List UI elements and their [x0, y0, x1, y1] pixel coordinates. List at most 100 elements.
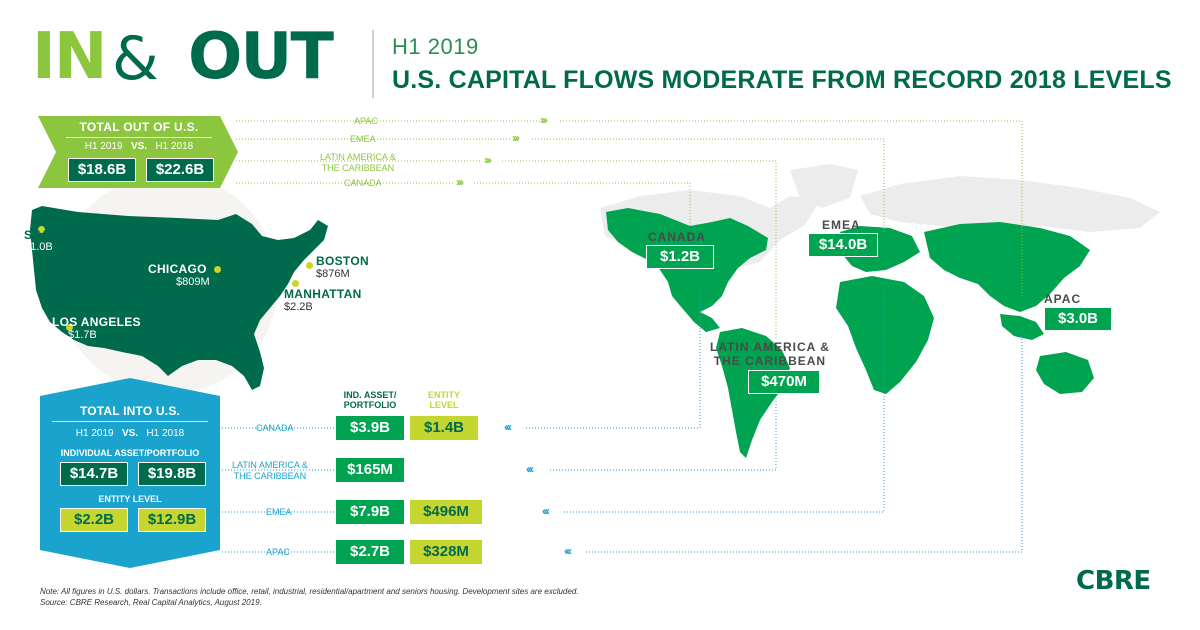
- total-out-value-prior: $22.6B: [146, 158, 214, 182]
- total-out-divider: [66, 137, 212, 138]
- region-name-latam-line2: THE CARIBBEAN: [713, 354, 827, 368]
- inflow-latam-asset: $165M: [336, 458, 404, 482]
- region-value-emea: $14.0B: [808, 233, 878, 257]
- total-in-vs: VS.: [121, 428, 139, 439]
- city-name-boston: BOSTON: [316, 254, 369, 268]
- region-name-apac: APAC: [1044, 292, 1082, 306]
- city-value-los-angeles: $1.7B: [68, 329, 97, 341]
- column-header-entity-line1: ENTITY: [427, 390, 460, 400]
- footnote: Note: All figures in U.S. dollars. Trans…: [40, 587, 579, 596]
- outflow-label-emea: EMEA: [350, 134, 376, 144]
- us-map: [30, 206, 328, 390]
- boston-dot: [306, 262, 313, 269]
- total-in-year-prior: H1 2018: [146, 428, 185, 439]
- seattle-dot: [38, 226, 45, 233]
- total-in-individual-label: INDIVIDUAL ASSET/PORTFOLIO: [60, 448, 200, 458]
- city-value-chicago: $809M: [176, 276, 210, 288]
- inflow-emea-asset: $7.9B: [336, 500, 404, 524]
- total-in-entity-prior: $12.9B: [138, 508, 206, 532]
- outbound-flow-lines: [236, 120, 1023, 338]
- logo-out-text: OUT: [188, 20, 334, 94]
- outflow-label-latam-line1: LATIN AMERICA &: [320, 152, 396, 162]
- inflow-canada-entity: $1.4B: [410, 416, 478, 440]
- total-in-year-current: H1 2019: [75, 428, 114, 439]
- region-name-canada: CANADA: [648, 230, 706, 244]
- chicago-dot: [214, 266, 221, 273]
- inbound-flow-lines: [222, 286, 1023, 553]
- inflow-label-latam: LATIN AMERICA & THE CARIBBEAN: [232, 460, 308, 482]
- inflow-chevron-emea: ‹‹‹: [542, 504, 550, 518]
- region-value-canada: $1.2B: [646, 245, 714, 269]
- inflow-apac-entity: $328M: [410, 540, 482, 564]
- column-header-entity: ENTITY LEVEL: [410, 390, 478, 410]
- column-header-entity-line2: LEVEL: [429, 400, 459, 410]
- page-title: U.S. CAPITAL FLOWS MODERATE FROM RECORD …: [392, 66, 1172, 94]
- region-name-latam: LATIN AMERICA & THE CARIBBEAN: [710, 340, 830, 368]
- total-out-year-prior: H1 2018: [155, 141, 194, 152]
- column-header-asset-line1: IND. ASSET/: [343, 390, 397, 400]
- total-in-years: H1 2019 VS. H1 2018: [40, 428, 220, 439]
- total-in-entity-current: $2.2B: [60, 508, 128, 532]
- logo-in-text: IN: [32, 20, 107, 94]
- manhattan-dot: [292, 280, 299, 287]
- inbound-line-emea: [222, 290, 885, 513]
- city-name-chicago: CHICAGO: [148, 262, 207, 276]
- inflow-label-latam-line2: THE CARIBBEAN: [233, 471, 307, 481]
- inbound-line-apac: [222, 330, 1023, 553]
- total-out-year-current: H1 2019: [84, 141, 123, 152]
- inflow-chevron-canada: ‹‹‹: [504, 420, 512, 434]
- region-value-latam: $470M: [748, 370, 820, 394]
- region-name-latam-line1: LATIN AMERICA &: [710, 340, 830, 354]
- outflow-chevron-canada: ›››: [456, 175, 464, 189]
- grey-eurasia-north: [860, 176, 1160, 232]
- outbound-line-latam: [236, 160, 777, 338]
- total-out-value-current: $18.6B: [68, 158, 136, 182]
- city-value-manhattan: $2.2B: [284, 301, 313, 313]
- outflow-chevron-emea: ›››: [512, 131, 520, 145]
- los-angeles-dot: [66, 324, 73, 331]
- inflow-label-apac: APAC: [266, 547, 290, 557]
- outbound-line-apac: [236, 120, 1023, 298]
- asia-shape: [924, 222, 1090, 312]
- column-header-asset-line2: PORTFOLIO: [343, 400, 397, 410]
- total-out-title: TOTAL OUT OF U.S.: [79, 120, 199, 134]
- inflow-canada-asset: $3.9B: [336, 416, 404, 440]
- period-label: H1 2019: [392, 34, 479, 59]
- inbound-line-canada: [222, 286, 701, 429]
- australia-shape: [1036, 352, 1094, 394]
- north-america-shape: [606, 208, 768, 332]
- total-in-individual-current: $14.7B: [60, 462, 128, 486]
- inflow-emea-entity: $496M: [410, 500, 482, 524]
- source-note: Source: CBRE Research, Real Capital Anal…: [40, 598, 262, 607]
- inflow-apac-asset: $2.7B: [336, 540, 404, 564]
- city-name-manhattan: MANHATTAN: [284, 287, 362, 301]
- city-name-seattle: SEATTLE: [24, 228, 80, 242]
- total-in-divider: [52, 421, 208, 422]
- outflow-label-latam-line2: THE CARIBBEAN: [321, 163, 395, 173]
- inflow-label-latam-line1: LATIN AMERICA &: [232, 460, 308, 470]
- outflow-label-canada: CANADA: [344, 178, 382, 188]
- africa-shape: [836, 276, 934, 394]
- region-value-apac: $3.0B: [1044, 307, 1112, 331]
- total-in-individual-prior: $19.8B: [138, 462, 206, 486]
- outflow-chevron-apac: ›››: [540, 113, 548, 127]
- outbound-line-emea: [236, 138, 885, 232]
- inflow-chevron-apac: ‹‹‹: [564, 544, 572, 558]
- inflow-chevron-latam: ‹‹‹: [526, 462, 534, 476]
- total-in-title: TOTAL INTO U.S.: [79, 404, 181, 418]
- city-value-seattle: $1.0B: [24, 241, 53, 253]
- city-value-boston: $876M: [316, 268, 350, 280]
- region-name-emea: EMEA: [822, 218, 861, 232]
- brand-logo: CBRE: [1076, 566, 1151, 596]
- outflow-label-latam: LATIN AMERICA & THE CARIBBEAN: [320, 152, 396, 174]
- grey-greenland: [790, 164, 858, 208]
- column-header-asset: IND. ASSET/ PORTFOLIO: [336, 390, 404, 410]
- total-out-panel: TOTAL OUT OF U.S. H1 2019 VS. H1 2018 $1…: [58, 116, 220, 188]
- inbound-line-latam: [222, 400, 777, 471]
- inflow-label-canada: CANADA: [256, 423, 294, 433]
- outflow-label-apac: APAC: [354, 116, 378, 126]
- outflow-chevron-latam: ›››: [484, 153, 492, 167]
- inflow-label-emea: EMEA: [266, 507, 292, 517]
- southeast-asia-shape: [1000, 314, 1044, 340]
- total-out-years: H1 2019 VS. H1 2018: [58, 141, 220, 152]
